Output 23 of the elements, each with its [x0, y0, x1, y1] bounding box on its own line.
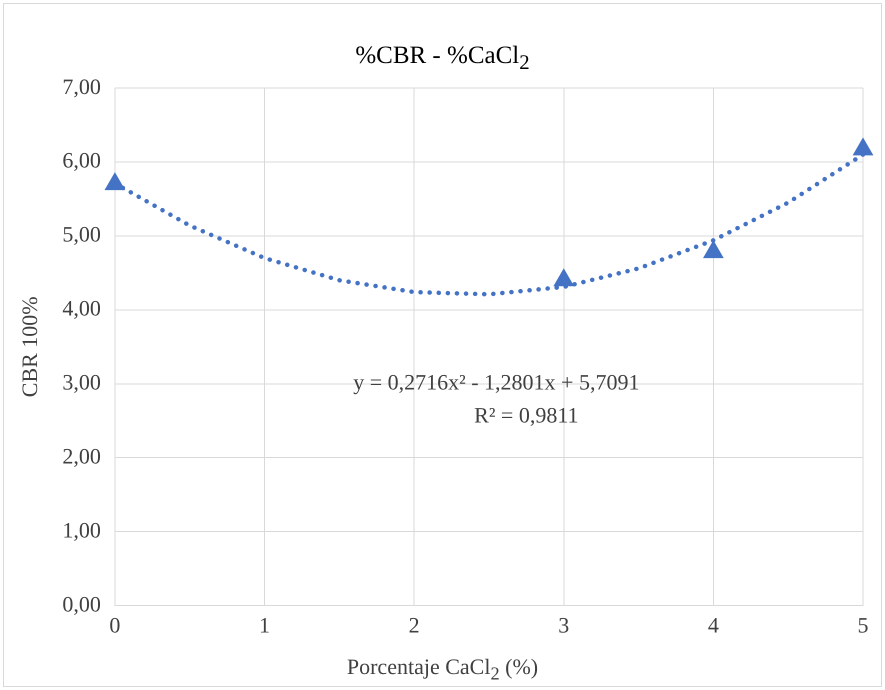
x-tick-label: 5: [858, 612, 868, 638]
y-tick-label: 6,00: [62, 148, 101, 173]
y-tick-label: 5,00: [62, 222, 101, 247]
y-tick-label: 3,00: [62, 370, 101, 395]
x-axis-title: Porcentaje CaCl$_{2}$ (%): [346, 654, 540, 684]
point: [702, 240, 724, 258]
y-axis-title: CBR 100%: [16, 296, 42, 398]
x-tick-label: 0: [109, 612, 120, 638]
y-tick-label: 4,00: [62, 296, 101, 321]
x-tick-label: 4: [708, 612, 719, 638]
point: [104, 172, 126, 190]
x-tick-label: 3: [558, 612, 570, 638]
point: [852, 137, 874, 156]
chart-title: %CBR - %CaCl$_{2}$: [354, 42, 531, 75]
annotation: R² = 0,9811: [474, 402, 579, 428]
y-tick-label: 0,00: [62, 591, 101, 616]
y-tick-label: 2,00: [62, 443, 101, 468]
x-tick-label: 2: [408, 612, 420, 638]
point: [553, 268, 574, 286]
annotation: y = 0,2716x² - 1,2801x + 5,7091: [353, 370, 640, 395]
x-tick-label: 1: [259, 612, 270, 638]
y-tick-label: 7,00: [62, 74, 101, 99]
y-tick-label: 1,00: [62, 517, 101, 542]
